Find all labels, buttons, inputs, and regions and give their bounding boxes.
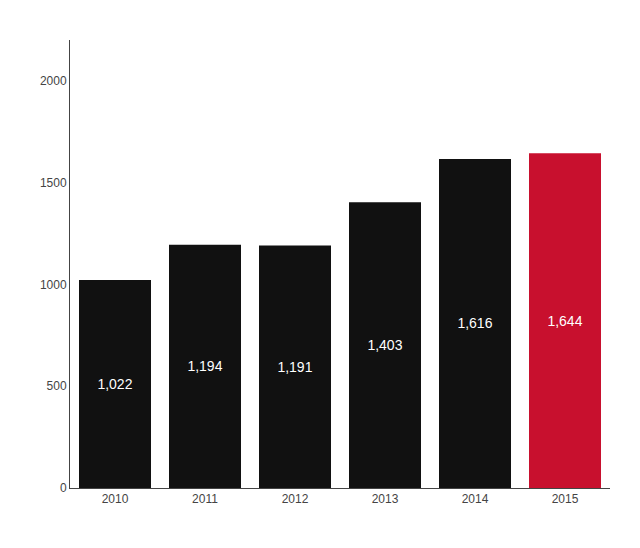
svg-text:1,022: 1,022 bbox=[97, 376, 132, 392]
svg-text:1,616: 1,616 bbox=[457, 315, 492, 331]
svg-text:2011: 2011 bbox=[192, 492, 218, 506]
svg-text:2012: 2012 bbox=[282, 492, 309, 506]
svg-text:0: 0 bbox=[60, 481, 67, 495]
svg-text:1,194: 1,194 bbox=[187, 358, 222, 374]
svg-text:2015: 2015 bbox=[552, 492, 579, 506]
svg-text:2010: 2010 bbox=[102, 492, 129, 506]
svg-text:1,403: 1,403 bbox=[367, 337, 402, 353]
svg-text:1,644: 1,644 bbox=[547, 313, 582, 329]
svg-text:2013: 2013 bbox=[372, 492, 399, 506]
svg-text:1000: 1000 bbox=[40, 278, 67, 292]
svg-text:1,191: 1,191 bbox=[277, 359, 312, 375]
svg-text:2000: 2000 bbox=[40, 74, 67, 88]
svg-text:1500: 1500 bbox=[40, 176, 67, 190]
svg-text:2014: 2014 bbox=[462, 492, 489, 506]
svg-text:500: 500 bbox=[47, 379, 67, 393]
